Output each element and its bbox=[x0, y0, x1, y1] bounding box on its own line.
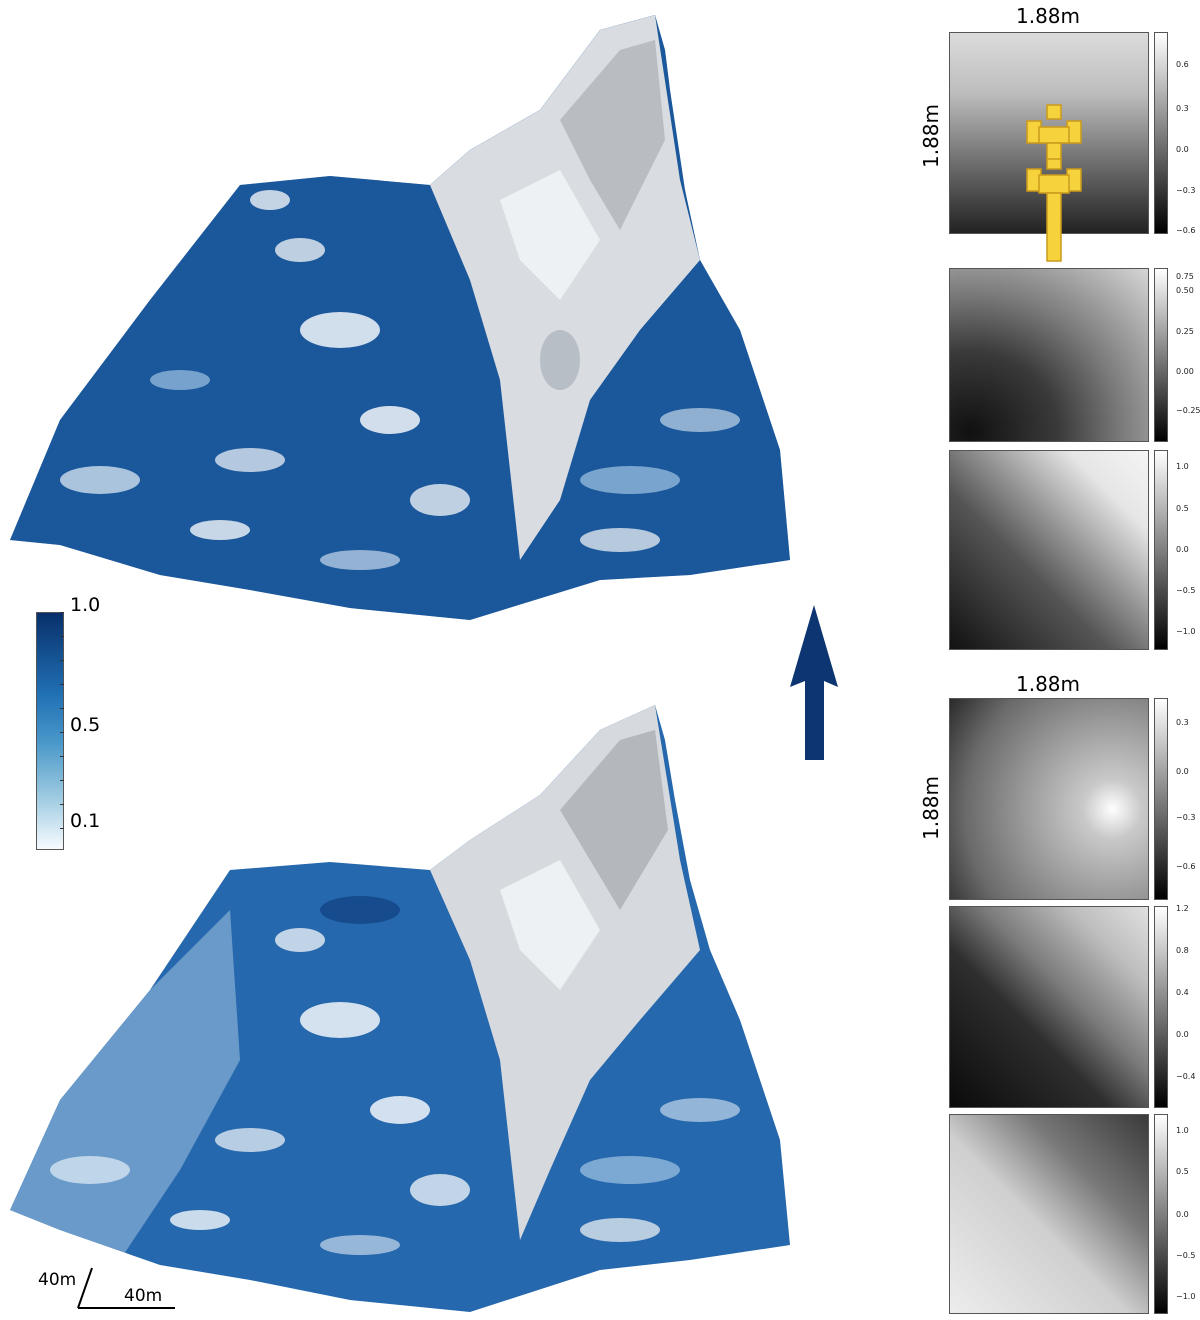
tick: 1.0 bbox=[1176, 1126, 1189, 1135]
group1-colorbar-3 bbox=[1154, 450, 1168, 650]
colorbar-tick bbox=[60, 660, 64, 661]
colorbar-tick bbox=[60, 732, 64, 733]
group2-colorbar-1 bbox=[1154, 698, 1168, 900]
colorbar-tick bbox=[60, 804, 64, 805]
tick: 0.50 bbox=[1176, 286, 1194, 295]
group1-colorbar-2 bbox=[1154, 268, 1168, 442]
colorbar-tick bbox=[60, 708, 64, 709]
tick: 0.0 bbox=[1176, 767, 1189, 776]
colorbar-tick bbox=[60, 828, 64, 829]
tick: 0.5 bbox=[1176, 1167, 1189, 1176]
colorbar-tick bbox=[60, 684, 64, 685]
scale-bar-horizontal-label: 40m bbox=[124, 1286, 163, 1306]
tick: −0.5 bbox=[1176, 1251, 1196, 1260]
group1-colorbar-1 bbox=[1154, 32, 1168, 234]
tick: 0.8 bbox=[1176, 946, 1189, 955]
tick: −0.3 bbox=[1176, 813, 1196, 822]
colorbar-label-min: 0.1 bbox=[70, 810, 101, 832]
tick: 0.6 bbox=[1176, 60, 1189, 69]
group2-colorbar-2 bbox=[1154, 906, 1168, 1108]
tick: 0.0 bbox=[1176, 545, 1189, 554]
colorbar-tick bbox=[60, 612, 64, 613]
tick: 0.3 bbox=[1176, 718, 1189, 727]
colorbar-tick bbox=[60, 756, 64, 757]
tick: −1.0 bbox=[1176, 627, 1196, 636]
terrain-render-bottom bbox=[10, 705, 790, 1312]
group2-side-label: 1.88m bbox=[919, 776, 943, 841]
colorbar-label-mid: 0.5 bbox=[70, 714, 101, 736]
tick: 1.0 bbox=[1176, 462, 1189, 471]
tick: 0.3 bbox=[1176, 104, 1189, 113]
terrain-render-top bbox=[10, 15, 790, 620]
tick: −0.4 bbox=[1176, 1072, 1196, 1081]
group1-title: 1.88m bbox=[1016, 4, 1081, 28]
tick: 0.0 bbox=[1176, 1030, 1189, 1039]
up-arrow-icon bbox=[790, 605, 838, 760]
probability-colorbar bbox=[36, 612, 64, 850]
tick: 1.2 bbox=[1176, 904, 1189, 913]
group2-colorbar-3 bbox=[1154, 1114, 1168, 1314]
tick: 0.4 bbox=[1176, 988, 1189, 997]
group2-patch-2 bbox=[949, 906, 1149, 1108]
tick: 0.0 bbox=[1176, 145, 1189, 154]
tick: 0.75 bbox=[1176, 272, 1194, 281]
colorbar-tick bbox=[60, 780, 64, 781]
tick: 0.25 bbox=[1176, 327, 1194, 336]
tick: −0.25 bbox=[1176, 406, 1200, 415]
scale-bar-vertical-label: 40m bbox=[38, 1270, 77, 1290]
yellow-marker-icon bbox=[1026, 104, 1082, 262]
group2-patch-1 bbox=[949, 698, 1149, 900]
tick: 0.0 bbox=[1176, 1210, 1189, 1219]
tick: −0.5 bbox=[1176, 586, 1196, 595]
tick: −0.6 bbox=[1176, 226, 1196, 235]
group1-side-label: 1.88m bbox=[919, 104, 943, 169]
tick: −0.3 bbox=[1176, 186, 1196, 195]
tick: 0.5 bbox=[1176, 504, 1189, 513]
group1-patch-2 bbox=[949, 268, 1149, 442]
tick: −0.6 bbox=[1176, 862, 1196, 871]
group1-patch-3 bbox=[949, 450, 1149, 650]
colorbar-label-max: 1.0 bbox=[70, 594, 101, 616]
colorbar-tick bbox=[60, 636, 64, 637]
tick: −1.0 bbox=[1176, 1292, 1196, 1301]
tick: 0.00 bbox=[1176, 367, 1194, 376]
group2-title: 1.88m bbox=[1016, 672, 1081, 696]
scale-bar bbox=[77, 1267, 175, 1309]
group2-patch-3 bbox=[949, 1114, 1149, 1314]
